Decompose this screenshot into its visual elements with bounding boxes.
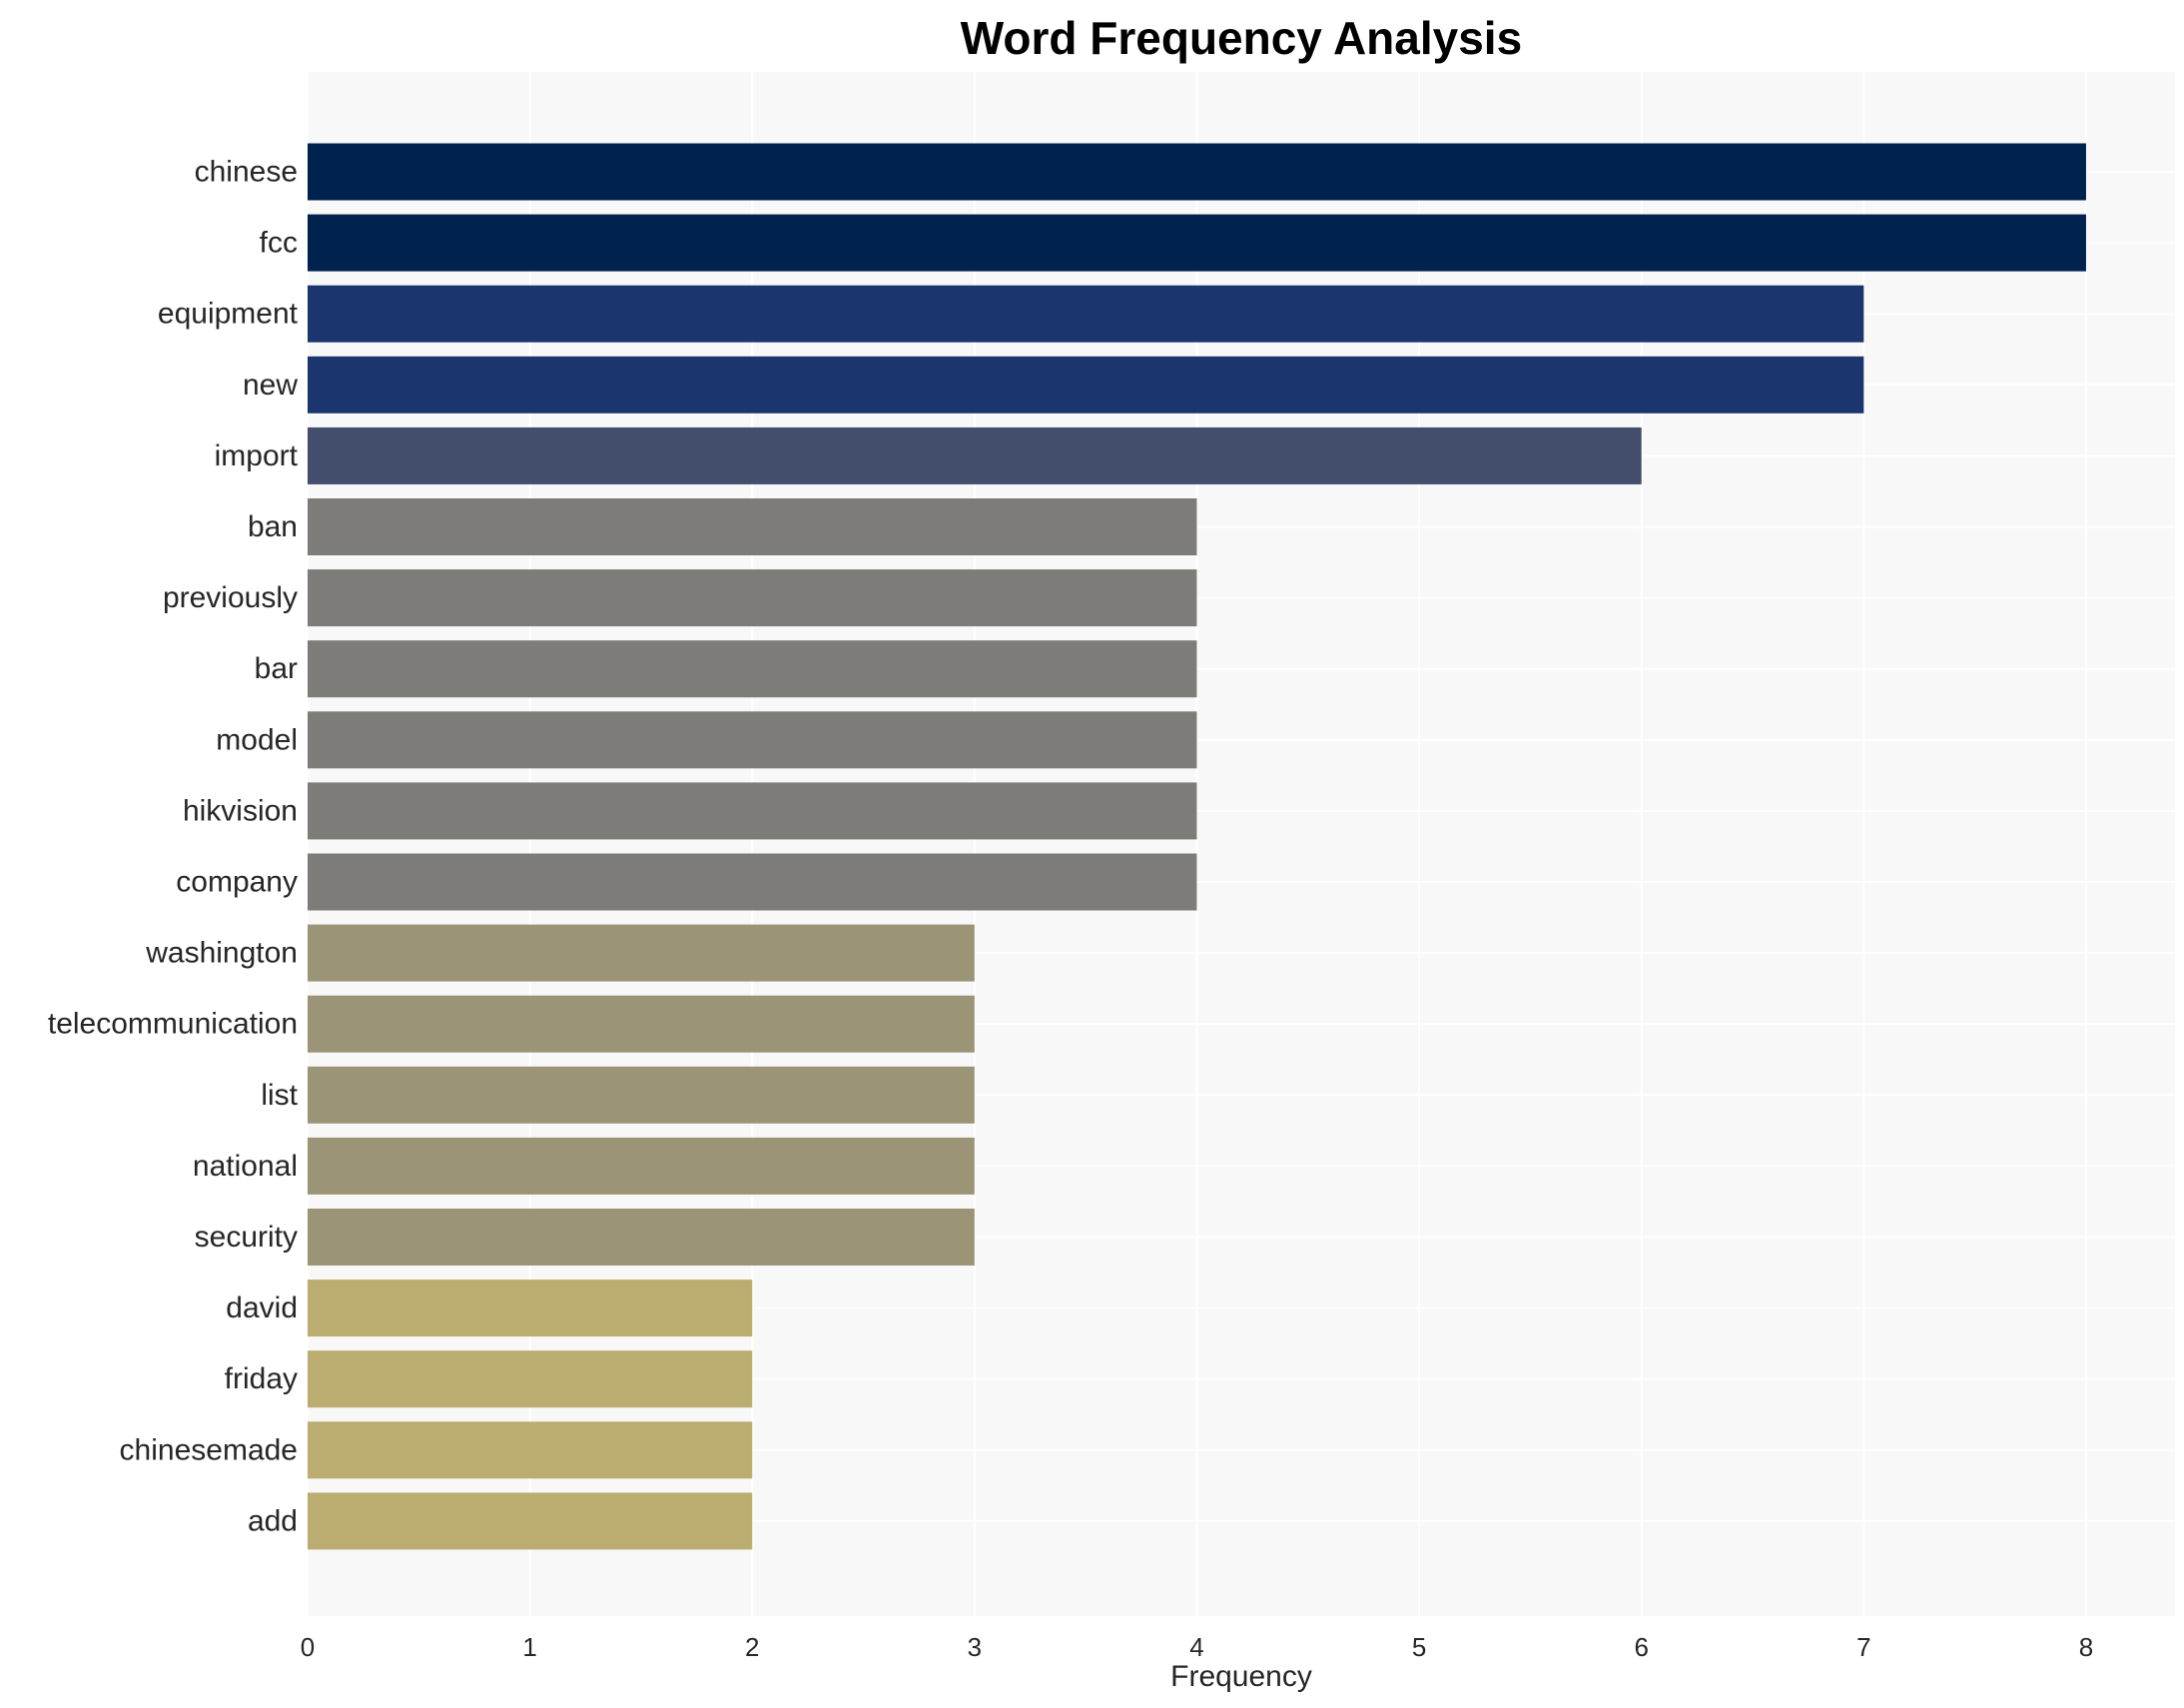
category-labels: chinese fcc equipment new import ban previousl… [48, 156, 299, 1538]
bar-add [308, 1492, 753, 1550]
category-label-new: new [243, 369, 298, 402]
bar-david [308, 1280, 753, 1337]
category-label-david: david [226, 1291, 298, 1324]
bar-model [308, 711, 1197, 769]
x-tick-label: 2 [745, 1632, 759, 1662]
category-label-model: model [216, 723, 298, 756]
x-tick-labels: 0 1 2 3 4 5 6 7 8 [301, 1632, 2093, 1662]
x-tick-label: 0 [301, 1632, 315, 1662]
x-axis-label: Frequency [1170, 1660, 1312, 1693]
category-label-friday: friday [225, 1362, 298, 1395]
x-tick-label: 7 [1856, 1632, 1870, 1662]
x-tick-label: 1 [522, 1632, 536, 1662]
bar-chinese [308, 143, 2086, 201]
bar-equipment [308, 285, 1864, 343]
category-label-company: company [176, 866, 298, 899]
bar-washington [308, 924, 975, 982]
category-label-washington: washington [145, 937, 298, 970]
bar-friday [308, 1350, 753, 1408]
bar-national [308, 1137, 975, 1195]
category-label-telecommunication: telecommunication [48, 1008, 298, 1041]
chart-title: Word Frequency Analysis [961, 12, 1522, 64]
x-tick-label: 5 [1412, 1632, 1426, 1662]
bar-chinesemade [308, 1421, 753, 1479]
category-label-national: national [193, 1150, 298, 1183]
bar-telecommunication [308, 995, 975, 1053]
x-tick-label: 3 [968, 1632, 982, 1662]
category-label-previously: previously [163, 581, 298, 614]
category-label-bar: bar [255, 652, 298, 685]
x-tick-label: 6 [1634, 1632, 1648, 1662]
category-label-security: security [195, 1221, 298, 1254]
category-label-fcc: fcc [260, 227, 298, 260]
bar-ban [308, 498, 1197, 555]
x-tick-label: 8 [2079, 1632, 2093, 1662]
bar-company [308, 853, 1197, 911]
category-label-equipment: equipment [158, 298, 299, 331]
bar-security [308, 1209, 975, 1266]
category-label-add: add [248, 1504, 298, 1537]
x-tick-label: 4 [1189, 1632, 1203, 1662]
bar-bar [308, 640, 1197, 698]
category-label-ban: ban [248, 510, 298, 543]
bars [308, 143, 2086, 1550]
bar-previously [308, 569, 1197, 627]
category-label-chinese: chinese [195, 156, 298, 189]
bar-list [308, 1066, 975, 1124]
bar-new [308, 356, 1864, 414]
bar-hikvision [308, 782, 1197, 840]
category-label-chinesemade: chinesemade [120, 1433, 298, 1466]
category-label-list: list [261, 1079, 298, 1112]
bar-fcc [308, 214, 2086, 272]
category-label-hikvision: hikvision [183, 794, 298, 827]
bar-import [308, 427, 1642, 484]
category-label-import: import [215, 439, 299, 472]
